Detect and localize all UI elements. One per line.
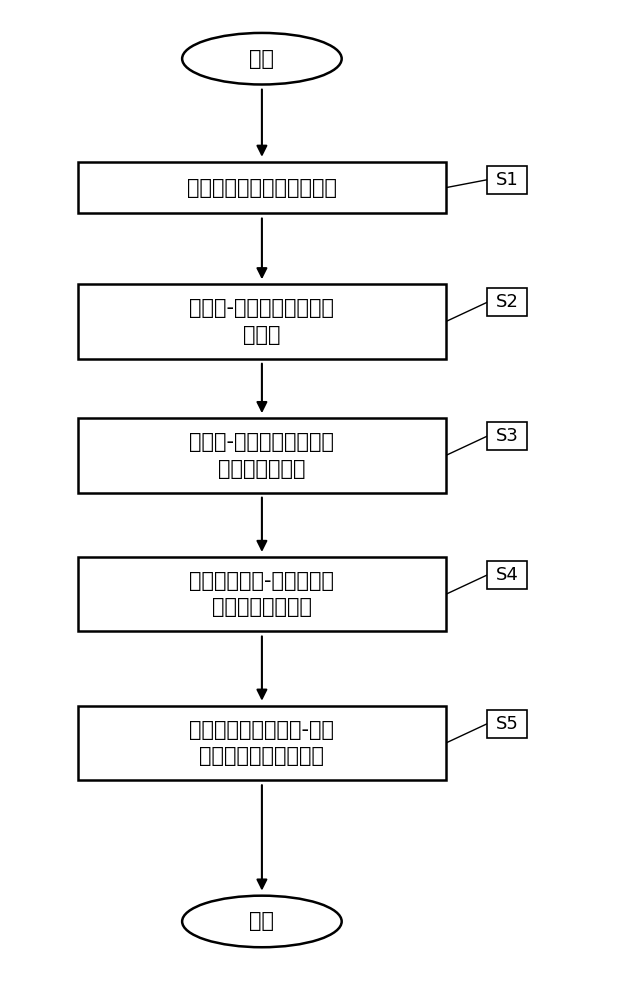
Ellipse shape	[182, 33, 341, 84]
Text: S4: S4	[496, 566, 519, 584]
Bar	[78, 162, 446, 213]
Bar	[488, 288, 527, 316]
Ellipse shape	[182, 896, 341, 947]
Bar	[78, 557, 446, 631]
Text: 结束: 结束	[249, 911, 274, 931]
Text: S5: S5	[496, 715, 519, 733]
Bar	[78, 284, 446, 359]
Bar	[488, 710, 527, 738]
Bar	[488, 166, 527, 194]
Bar	[78, 418, 446, 493]
Text: S3: S3	[496, 427, 519, 445]
Text: S1: S1	[496, 171, 519, 189]
Text: 构建电-热综合能源系统实
时优化目标函数: 构建电-热综合能源系统实 时优化目标函数	[190, 432, 335, 479]
Bar	[488, 561, 527, 589]
Text: S2: S2	[496, 293, 519, 311]
Bar	[488, 422, 527, 450]
Text: 开始: 开始	[249, 49, 274, 69]
Text: 读取风电、电价、负荷数据: 读取风电、电价、负荷数据	[187, 178, 337, 198]
Text: 构建电-热综合能源系统出
力模型: 构建电-热综合能源系统出 力模型	[190, 298, 335, 345]
Text: 训练并获取电-热综合能源
实时优化运行策略: 训练并获取电-热综合能源 实时优化运行策略	[190, 571, 335, 617]
Bar	[78, 706, 446, 780]
Text: 根据优化策略实现电-热综
合能源系统的实时运行: 根据优化策略实现电-热综 合能源系统的实时运行	[190, 720, 335, 766]
